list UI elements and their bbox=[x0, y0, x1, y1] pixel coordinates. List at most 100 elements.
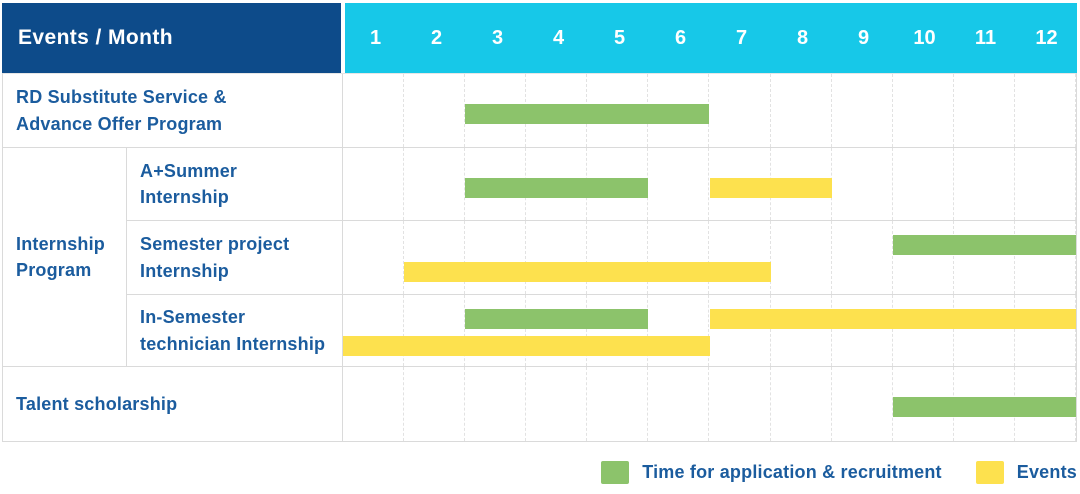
month-gridline-column bbox=[1015, 148, 1076, 220]
table-header-row: Events / Month 1 2 3 4 5 6 7 8 9 10 11 12 bbox=[2, 3, 1077, 73]
gantt-row-rd-substitute bbox=[343, 74, 1076, 147]
month-gridline-column bbox=[1015, 74, 1076, 147]
month-gridline-column bbox=[587, 367, 649, 441]
gantt-table: Events / Month 1 2 3 4 5 6 7 8 9 10 11 12 RD Substi… bbox=[2, 3, 1077, 442]
month-gridline-column bbox=[343, 221, 405, 294]
row-label-in-semester: In-Semester technician Internship bbox=[127, 295, 343, 366]
gantt-bar-application bbox=[465, 104, 710, 124]
table-row-talent-scholarship: Talent scholarship bbox=[3, 366, 1076, 441]
month-gridline-column bbox=[587, 295, 649, 366]
month-gridline-column bbox=[893, 74, 954, 147]
month-gridline-column bbox=[893, 295, 954, 366]
table-group-internship-program: Internship Program A+Summer Internship S… bbox=[3, 147, 1076, 366]
gantt-bar-events bbox=[343, 336, 710, 356]
legend-item-events: Events bbox=[975, 461, 1077, 484]
month-gridline-column bbox=[343, 148, 405, 220]
month-gridline-column bbox=[893, 221, 954, 294]
month-header-cell: 6 bbox=[674, 26, 687, 49]
gantt-bar-application bbox=[465, 178, 649, 198]
gantt-bar-application bbox=[892, 235, 1076, 255]
row-label-semester-project: Semester project Internship bbox=[127, 221, 343, 294]
month-gridline-column bbox=[709, 74, 771, 147]
month-gridline-column bbox=[343, 295, 405, 366]
month-gridline-column bbox=[404, 148, 466, 220]
month-header-cell: 11 bbox=[974, 26, 997, 49]
month-header-cell: 4 bbox=[552, 26, 565, 49]
table-body: RD Substitute Service & Advance Offer Pr… bbox=[2, 73, 1077, 442]
month-gridline-column bbox=[771, 295, 832, 366]
internship-subrows: A+Summer Internship Semester project Int… bbox=[127, 148, 1076, 366]
gantt-row-a-summer bbox=[343, 148, 1076, 220]
month-gridline-column bbox=[465, 295, 527, 366]
month-gridline-column bbox=[832, 367, 893, 441]
month-gridline-column bbox=[832, 74, 893, 147]
month-header-cell: 8 bbox=[796, 26, 809, 49]
month-gridline-column bbox=[526, 295, 588, 366]
month-gridline-column bbox=[1015, 221, 1076, 294]
month-gridline-column bbox=[954, 221, 1015, 294]
legend-swatch-application-green bbox=[601, 461, 630, 484]
month-gridline-column bbox=[648, 221, 710, 294]
month-header-cell: 5 bbox=[613, 26, 626, 49]
legend-item-application: Time for application & recruitment bbox=[601, 461, 942, 484]
row-label-rd-substitute: RD Substitute Service & Advance Offer Pr… bbox=[3, 74, 343, 147]
month-header-cell: 10 bbox=[913, 26, 936, 49]
month-gridline-column bbox=[526, 367, 588, 441]
month-gridline-column bbox=[832, 221, 893, 294]
gantt-row-semester-project bbox=[343, 221, 1076, 294]
month-header-strip: 1 2 3 4 5 6 7 8 9 10 11 12 bbox=[345, 3, 1077, 73]
month-gridline-column bbox=[648, 295, 710, 366]
month-gridline-column bbox=[893, 148, 954, 220]
month-gridline-column bbox=[954, 295, 1015, 366]
events-month-header-cell: Events / Month bbox=[2, 3, 341, 73]
month-gridline-column bbox=[404, 295, 466, 366]
month-header-cell: 1 bbox=[369, 26, 382, 49]
row-label-talent-scholarship: Talent scholarship bbox=[3, 367, 343, 441]
header-gap bbox=[341, 3, 345, 73]
legend-label-application: Time for application & recruitment bbox=[642, 462, 942, 482]
gantt-bar-events bbox=[404, 262, 771, 282]
table-row-semester-project: Semester project Internship bbox=[127, 220, 1076, 294]
month-gridline-column bbox=[1015, 295, 1076, 366]
month-gridline-column bbox=[404, 221, 466, 294]
gantt-bar-events bbox=[709, 309, 1076, 329]
legend-label-events: Events bbox=[1016, 462, 1077, 482]
month-gridline-column bbox=[709, 295, 771, 366]
month-header-cell: 9 bbox=[857, 26, 870, 49]
month-gridline-column bbox=[771, 74, 832, 147]
gantt-bar-application bbox=[892, 397, 1076, 417]
table-row-in-semester: In-Semester technician Internship bbox=[127, 294, 1076, 366]
legend: Time for application & recruitment Event… bbox=[601, 461, 1077, 484]
month-gridline-column bbox=[648, 148, 710, 220]
legend-swatch-events-yellow bbox=[975, 461, 1004, 484]
month-gridline-column bbox=[526, 221, 588, 294]
month-header-cell: 12 bbox=[1035, 26, 1058, 49]
month-gridline-column bbox=[465, 367, 527, 441]
month-gridline-column bbox=[587, 221, 649, 294]
month-gridline-column bbox=[404, 367, 466, 441]
month-gridline-column bbox=[465, 221, 527, 294]
month-gridline-column bbox=[954, 148, 1015, 220]
month-header-cell: 2 bbox=[430, 26, 443, 49]
month-gridline-column bbox=[709, 367, 771, 441]
month-gridline-column bbox=[771, 367, 832, 441]
gantt-bar-events bbox=[709, 178, 832, 198]
table-row-a-summer: A+Summer Internship bbox=[127, 148, 1076, 220]
table-row-rd-substitute: RD Substitute Service & Advance Offer Pr… bbox=[3, 73, 1076, 147]
group-label-internship-program: Internship Program bbox=[3, 148, 127, 366]
month-gridline-column bbox=[343, 74, 405, 147]
month-header-cell: 3 bbox=[491, 26, 504, 49]
events-month-header-label: Events / Month bbox=[18, 26, 173, 49]
gantt-bar-application bbox=[465, 309, 649, 329]
month-header-cell: 7 bbox=[735, 26, 748, 49]
month-gridline-column bbox=[832, 295, 893, 366]
month-gridline-column bbox=[343, 367, 405, 441]
gantt-row-talent-scholarship bbox=[343, 367, 1076, 441]
month-gridline-column bbox=[832, 148, 893, 220]
month-gridline-column bbox=[709, 221, 771, 294]
month-gridline-column bbox=[954, 74, 1015, 147]
gantt-row-in-semester bbox=[343, 295, 1076, 366]
month-gridline-column bbox=[648, 367, 710, 441]
month-gridline-column bbox=[404, 74, 466, 147]
